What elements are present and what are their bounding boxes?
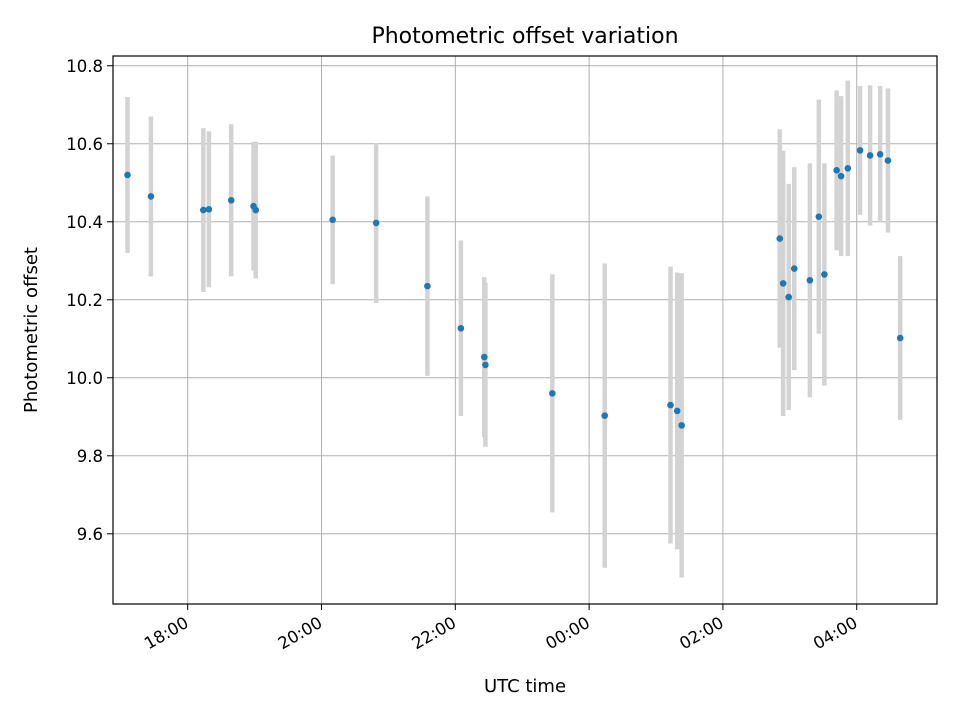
- data-point: [815, 213, 823, 220]
- y-tick-label: 10.4: [66, 213, 103, 232]
- data-point: [779, 280, 787, 287]
- data-point: [329, 216, 336, 224]
- data-point: [785, 293, 793, 301]
- y-axis-label: Photometric offset: [21, 247, 42, 413]
- data-point: [678, 422, 685, 429]
- data-point: [424, 282, 431, 290]
- data-point: [372, 219, 380, 227]
- data-point: [806, 276, 814, 284]
- data-point: [673, 407, 681, 415]
- data-point: [856, 147, 864, 154]
- data-point: [549, 390, 556, 397]
- data-point: [457, 324, 465, 332]
- x-tick-label: 02:00: [676, 613, 727, 653]
- data-point: [884, 157, 892, 164]
- data-point: [147, 193, 155, 200]
- error-bars: [125, 80, 903, 578]
- x-axis: 18:00 20:00 22:00 00:00 02:00 04:00: [141, 604, 861, 653]
- data-point: [844, 165, 852, 172]
- data-point: [252, 206, 260, 214]
- data-point: [837, 172, 845, 180]
- plot-frame: [112, 55, 938, 605]
- data-point: [896, 334, 904, 342]
- data-point: [833, 166, 840, 174]
- data-point: [876, 150, 884, 158]
- data-point: [667, 401, 674, 409]
- data-point: [227, 197, 235, 204]
- x-tick-label: 18:00: [141, 613, 192, 653]
- data-points: [124, 147, 904, 429]
- data-point: [821, 271, 828, 278]
- data-point: [481, 353, 488, 361]
- x-tick-label: 22:00: [409, 613, 460, 653]
- data-point: [124, 171, 131, 179]
- data-point: [866, 152, 874, 159]
- x-tick-label: 04:00: [810, 613, 861, 653]
- x-tick-label: 00:00: [542, 613, 593, 653]
- data-point: [205, 205, 213, 213]
- y-tick-label: 10.8: [66, 57, 103, 76]
- y-tick-label: 9.6: [77, 525, 103, 544]
- data-point: [776, 235, 784, 242]
- x-axis-label: UTC time: [484, 676, 566, 697]
- y-tick-label: 10.2: [66, 291, 103, 310]
- grid: [113, 56, 937, 604]
- y-tick-label: 10.0: [66, 369, 103, 388]
- x-tick-label: 20:00: [275, 613, 326, 653]
- y-tick-label: 9.8: [77, 447, 103, 466]
- data-point: [601, 412, 609, 419]
- chart-title: Photometric offset variation: [371, 24, 678, 49]
- data-point: [790, 265, 798, 272]
- data-point: [482, 361, 489, 369]
- y-axis: 9.6 9.8 10.0 10.2 10.4 10.6 10.8: [66, 57, 113, 544]
- y-tick-label: 10.6: [66, 135, 103, 154]
- data-point: [200, 206, 207, 214]
